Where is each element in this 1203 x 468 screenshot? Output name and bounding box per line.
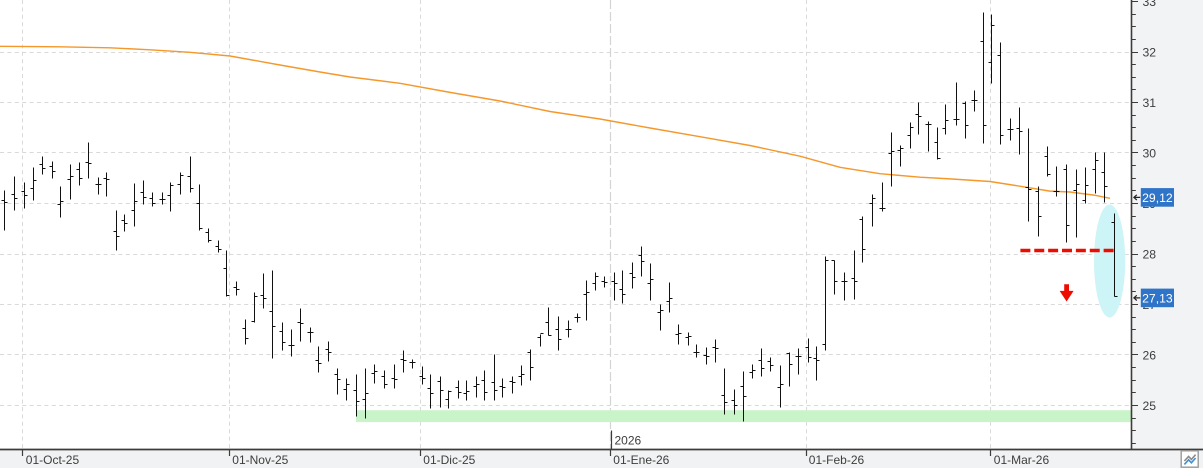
svg-text:01-Mar-26: 01-Mar-26 bbox=[994, 453, 1050, 467]
svg-text:31: 31 bbox=[1143, 96, 1157, 110]
svg-text:33: 33 bbox=[1143, 0, 1157, 9]
svg-text:27,13: 27,13 bbox=[1142, 291, 1173, 305]
svg-text:01-Feb-26: 01-Feb-26 bbox=[809, 453, 865, 467]
svg-text:2026: 2026 bbox=[615, 434, 642, 448]
svg-text:01-Dic-25: 01-Dic-25 bbox=[423, 453, 475, 467]
svg-text:29,12: 29,12 bbox=[1142, 191, 1173, 205]
svg-text:30: 30 bbox=[1143, 146, 1157, 160]
svg-text:28: 28 bbox=[1143, 247, 1157, 261]
svg-text:26: 26 bbox=[1143, 348, 1157, 362]
svg-text:32: 32 bbox=[1143, 45, 1157, 59]
svg-text:01-Ene-26: 01-Ene-26 bbox=[613, 453, 669, 467]
svg-text:01-Nov-25: 01-Nov-25 bbox=[232, 453, 288, 467]
svg-text:25: 25 bbox=[1143, 399, 1157, 413]
svg-text:01-Oct-25: 01-Oct-25 bbox=[26, 453, 80, 467]
